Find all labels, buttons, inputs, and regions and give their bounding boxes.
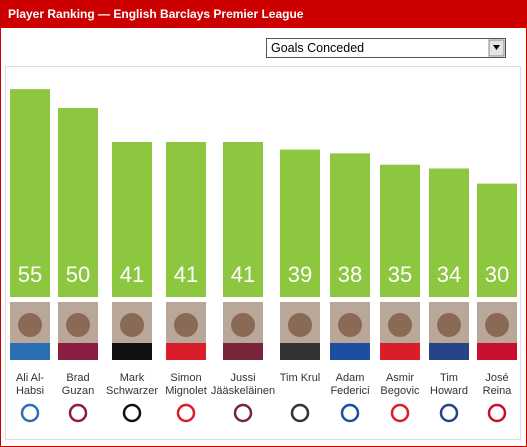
- bar: [477, 183, 517, 297]
- bar: [380, 164, 420, 297]
- dropdown-box[interactable]: [266, 38, 506, 58]
- player-name: Jääskeläinen: [211, 385, 275, 397]
- club-logo: [487, 403, 507, 423]
- value-label: 41: [120, 262, 144, 287]
- club-logo: [290, 403, 310, 423]
- player-shirt: [429, 343, 469, 360]
- player-head: [120, 313, 144, 337]
- club-logo: [233, 403, 253, 423]
- value-label: 55: [18, 262, 42, 287]
- player-head: [437, 313, 461, 337]
- player-name: Howard: [430, 385, 468, 397]
- player-shirt: [10, 343, 50, 360]
- bar: [330, 153, 370, 297]
- player-head: [338, 313, 362, 337]
- value-label: 30: [485, 262, 509, 287]
- bar: [223, 142, 263, 297]
- club-logo: [20, 403, 40, 423]
- player-shirt: [280, 343, 320, 360]
- player-name: Schwarzer: [106, 385, 158, 397]
- value-label: 38: [338, 262, 362, 287]
- header-title: Player Ranking — English Barclays Premie…: [8, 7, 304, 21]
- player-name: Brad: [66, 372, 89, 384]
- value-label: 50: [66, 262, 90, 287]
- player-name: Mark: [120, 372, 145, 384]
- player-name: Habsi: [16, 385, 44, 397]
- bar: [166, 142, 206, 297]
- player-shirt: [477, 343, 517, 360]
- club-logo: [439, 403, 459, 423]
- value-label: 41: [174, 262, 198, 287]
- player-name: Ali Al-: [16, 372, 44, 384]
- player-name: Tim: [440, 372, 458, 384]
- bar: [280, 149, 320, 297]
- player-shirt: [330, 343, 370, 360]
- bar: [112, 142, 152, 297]
- player-shirt: [112, 343, 152, 360]
- player-name: Adam: [336, 372, 365, 384]
- player-name: Guzan: [62, 385, 94, 397]
- player-head: [388, 313, 412, 337]
- bar: [429, 168, 469, 297]
- player-head: [288, 313, 312, 337]
- value-label: 41: [231, 262, 255, 287]
- player-head: [18, 313, 42, 337]
- bar: [10, 89, 50, 297]
- dropdown-arrow[interactable]: [493, 45, 500, 50]
- dropdown-value[interactable]: Goals Conceded: [271, 41, 364, 55]
- player-shirt: [223, 343, 263, 360]
- player-head: [231, 313, 255, 337]
- player-name: Jussi: [230, 372, 255, 384]
- header-bar: [0, 0, 527, 28]
- club-logo: [176, 403, 196, 423]
- player-name: Reina: [483, 385, 513, 397]
- player-name: Tim Krul: [280, 372, 321, 384]
- player-shirt: [58, 343, 98, 360]
- metric-dropdown[interactable]: Goals Conceded: [266, 38, 506, 58]
- player-name: Begovic: [380, 385, 420, 397]
- value-label: 39: [288, 262, 312, 287]
- player-name: Simon: [170, 372, 201, 384]
- value-label: 35: [388, 262, 412, 287]
- player-name: Federici: [330, 385, 369, 397]
- club-logo: [122, 403, 142, 423]
- club-logo: [390, 403, 410, 423]
- bar: [58, 108, 98, 297]
- player-name: Asmir: [386, 372, 414, 384]
- player-shirt: [166, 343, 206, 360]
- player-head: [174, 313, 198, 337]
- player-head: [66, 313, 90, 337]
- player-shirt: [380, 343, 420, 360]
- value-label: 34: [437, 262, 461, 287]
- player-name: Mignolet: [165, 385, 207, 397]
- player-name: José: [485, 372, 508, 384]
- club-logo: [68, 403, 88, 423]
- club-logo: [340, 403, 360, 423]
- player-head: [485, 313, 509, 337]
